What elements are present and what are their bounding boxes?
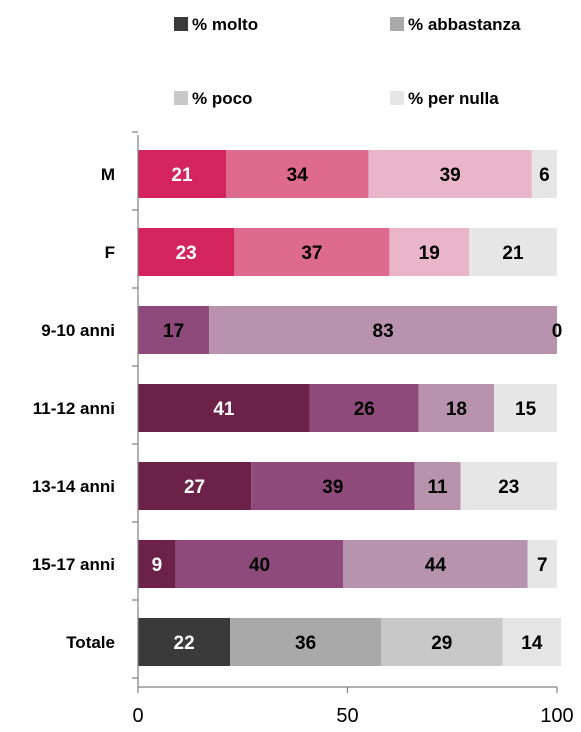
data-label-3-2: 18 xyxy=(446,399,467,420)
bar-segment-4-3 xyxy=(460,462,557,510)
legend: % molto % abbastanza % poco % per nulla xyxy=(174,15,521,108)
category-label-3: 11-12 anni xyxy=(33,399,115,418)
bar-segment-6-0 xyxy=(138,618,231,666)
data-label-4-0: 27 xyxy=(184,477,205,498)
bar-segment-6-1 xyxy=(230,618,382,666)
category-label-4: 13-14 anni xyxy=(32,477,115,496)
bar-segment-6-3 xyxy=(502,618,562,666)
category-label-6: Totale xyxy=(66,633,115,652)
legend-label-2: % poco xyxy=(192,89,252,108)
category-label-1: F xyxy=(105,243,115,262)
bar-segment-3-0 xyxy=(138,384,310,432)
data-label-0-1: 34 xyxy=(287,165,309,186)
legend-swatch-3 xyxy=(390,91,404,105)
data-label-4-3: 23 xyxy=(498,477,519,498)
data-label-4-2: 11 xyxy=(428,477,449,498)
data-label-4-1: 39 xyxy=(322,477,343,498)
legend-label-0: % molto xyxy=(192,15,258,34)
bar-segment-4-2 xyxy=(414,462,461,510)
data-label-1-3: 21 xyxy=(502,243,524,264)
data-label-1-1: 37 xyxy=(301,243,322,264)
data-label-3-1: 26 xyxy=(354,399,375,420)
data-label-6-1: 36 xyxy=(295,633,316,654)
bar-segment-3-2 xyxy=(418,384,495,432)
bar-segment-3-3 xyxy=(494,384,557,432)
bar-segment-0-3 xyxy=(531,150,557,198)
bar-segment-0-0 xyxy=(138,150,226,198)
bar-segment-5-3 xyxy=(527,540,557,588)
bar-segment-1-0 xyxy=(138,228,235,276)
data-label-0-2: 39 xyxy=(440,165,461,186)
bar-segment-1-1 xyxy=(234,228,390,276)
bar-segment-2-2 xyxy=(209,306,558,354)
bar-segment-4-1 xyxy=(251,462,415,510)
x-tick-label-1: 50 xyxy=(336,705,358,727)
bar-segment-5-2 xyxy=(343,540,528,588)
data-label-1-2: 19 xyxy=(419,243,440,264)
category-label-0: M xyxy=(101,165,115,184)
data-label-6-2: 29 xyxy=(431,633,452,654)
legend-label-1: % abbastanza xyxy=(408,15,521,34)
category-label-2: 9-10 anni xyxy=(41,321,115,340)
data-label-2-2: 83 xyxy=(373,321,394,342)
bar-segment-4-0 xyxy=(138,462,252,510)
axes: 0 50 100 xyxy=(132,131,574,727)
data-label-5-2: 44 xyxy=(425,555,447,576)
bar-segment-5-1 xyxy=(175,540,344,588)
bar-segment-6-2 xyxy=(381,618,503,666)
data-label-5-1: 40 xyxy=(249,555,270,576)
data-label-0-0: 21 xyxy=(171,165,193,186)
bar-segment-0-2 xyxy=(368,150,532,198)
data-label-2-1: 17 xyxy=(163,321,184,342)
data-label-3-0: 41 xyxy=(213,399,235,420)
data-label-6-3: 14 xyxy=(521,633,543,654)
x-tick-label-2: 100 xyxy=(540,705,573,727)
legend-label-3: % per nulla xyxy=(408,89,499,108)
bar-segment-0-1 xyxy=(225,150,369,198)
legend-swatch-1 xyxy=(390,17,404,31)
data-label-5-3: 7 xyxy=(537,555,548,576)
legend-swatch-0 xyxy=(174,17,188,31)
bar-segment-1-2 xyxy=(389,228,470,276)
data-label-5-0: 9 xyxy=(152,555,163,576)
x-tick-label-0: 0 xyxy=(132,705,143,727)
legend-swatch-2 xyxy=(174,91,188,105)
bar-segment-1-3 xyxy=(469,228,557,276)
data-label-2-3: 0 xyxy=(552,321,563,342)
data-label-3-3: 15 xyxy=(515,399,537,420)
data-label-0-3: 6 xyxy=(539,165,550,186)
bar-segment-3-1 xyxy=(309,384,419,432)
bar-segment-2-1 xyxy=(138,306,210,354)
category-label-5: 15-17 anni xyxy=(32,555,115,574)
data-label-6-0: 22 xyxy=(174,633,195,654)
data-label-1-0: 23 xyxy=(176,243,197,264)
bar-segment-5-0 xyxy=(138,540,176,588)
